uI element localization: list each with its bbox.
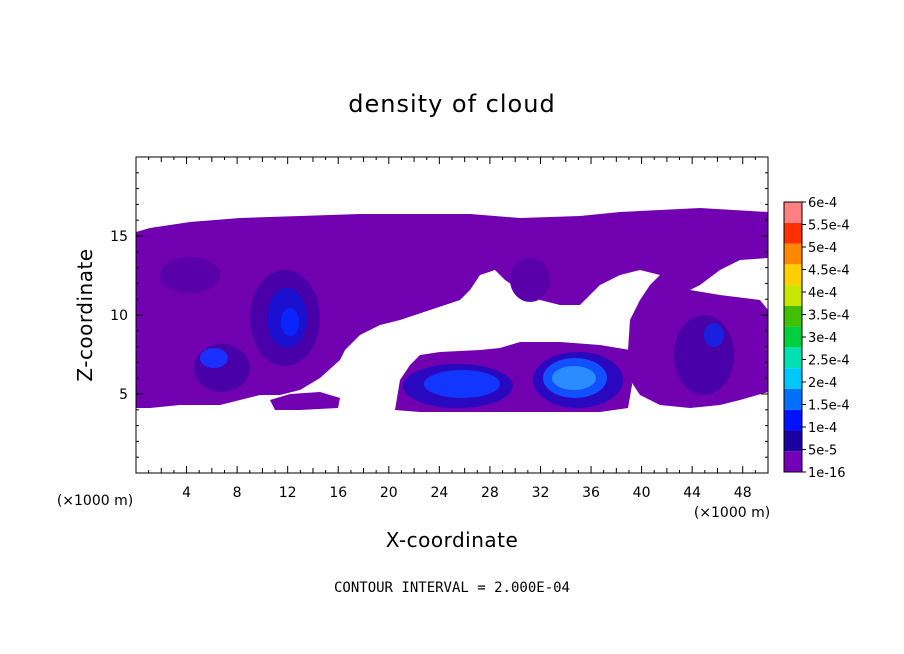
colorbar-swatch [784, 368, 802, 389]
x-tick-label: 36 [582, 485, 600, 501]
x-tick-label: 12 [279, 485, 297, 501]
colorbar-label: 1e-4 [808, 421, 837, 436]
x-tick-label: 48 [734, 485, 752, 501]
x-tick-label: 8 [233, 485, 242, 501]
colorbar-label: 5.5e-4 [808, 219, 850, 234]
core-center-inner [424, 370, 500, 398]
colorbar-label: 5e-5 [808, 444, 837, 459]
core-upper-mid [510, 258, 550, 302]
colorbar-swatch [784, 243, 802, 265]
y-axis: 5 10 15 [110, 172, 768, 458]
colorbar-swatch [784, 305, 802, 327]
x-tick-label: 44 [683, 485, 701, 501]
colorbar-label: 2.5e-4 [808, 354, 850, 369]
chart-title: density of cloud [348, 90, 555, 118]
core-right [674, 315, 734, 395]
colorbar-swatch [784, 430, 802, 452]
colorbar-swatch [784, 202, 802, 223]
x-tick-label: 28 [481, 485, 499, 501]
colorbar-swatch [784, 285, 802, 306]
colorbar-label: 4.5e-4 [808, 264, 850, 279]
colorbar-label: 3e-4 [808, 331, 837, 346]
core-left-low-inner [200, 348, 228, 368]
colorbar-swatch [784, 264, 802, 286]
core-left-mid-center [281, 308, 299, 336]
core-right-center-peak [552, 366, 596, 390]
colorbar-swatch [784, 347, 802, 369]
colorbar-label: 1e-16 [808, 466, 846, 481]
x-axis-label: X-coordinate [386, 528, 519, 552]
y-tick-label: 10 [110, 308, 128, 324]
colorbar: 1e-16 5e-5 1e-4 1.5e-4 2e-4 2.5e-4 3e-4 3.5e-4 4… [783, 196, 850, 481]
x-tick-label: 32 [532, 485, 550, 501]
colorbar-swatch [784, 326, 802, 348]
colorbar-swatch [784, 451, 802, 472]
cloud-region-small [270, 392, 340, 410]
x-tick-label: 16 [329, 485, 347, 501]
colorbar-label: 4e-4 [808, 286, 837, 301]
x-tick-label: 20 [380, 485, 398, 501]
colorbar-label: 1.5e-4 [808, 399, 850, 414]
x-tick-label: 40 [633, 485, 651, 501]
y-axis-label: Z-coordinate [73, 248, 97, 381]
colorbar-label: 2e-4 [808, 376, 837, 391]
core-upper-left [160, 257, 220, 293]
y-tick-label: 5 [119, 387, 128, 403]
y-tick-label: 15 [110, 229, 128, 245]
x-unit-label-left: (×1000 m) [57, 493, 133, 509]
x-tick-label: 4 [182, 485, 191, 501]
colorbar-swatch [784, 222, 802, 244]
colorbar-label: 6e-4 [808, 196, 837, 211]
colorbar-label: 5e-4 [808, 241, 837, 256]
core-right-inner [704, 323, 724, 347]
colorbar-swatch [784, 409, 802, 431]
contour-interval-footer: CONTOUR INTERVAL = 2.000E-04 [334, 580, 570, 596]
x-tick-label: 24 [430, 485, 448, 501]
plot-area [136, 157, 768, 473]
x-unit-label-right: (×1000 m) [694, 505, 770, 521]
colorbar-label: 3.5e-4 [808, 309, 850, 324]
x-axis: 4 8 12 16 20 24 28 32 36 40 44 48 [148, 157, 756, 501]
colorbar-swatch [784, 388, 802, 410]
